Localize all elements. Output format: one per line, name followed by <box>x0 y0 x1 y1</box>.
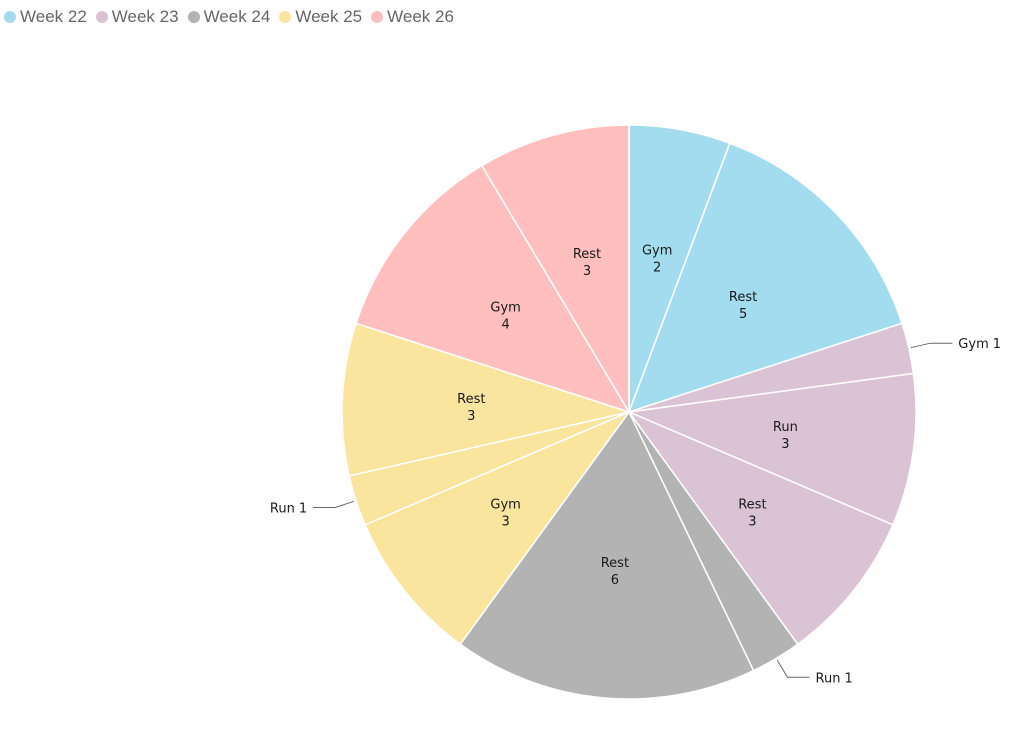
slice-value-label: 5 <box>739 307 747 322</box>
slice-label-week-26-rest: Rest 3 <box>573 247 601 279</box>
slice-label-week-24-run: Run 1 <box>776 659 853 686</box>
slice-value-label: 3 <box>501 514 509 529</box>
leader-line <box>910 342 953 349</box>
legend-label: Week 24 <box>203 7 271 26</box>
slice-category-label: Gym <box>490 301 520 316</box>
chart-legend: Week 22 Week 23 Week 24 Week 25 Week 26 <box>4 6 454 28</box>
legend-item-week-25[interactable]: Week 25 <box>279 7 362 27</box>
slice-value-label: 6 <box>611 573 619 588</box>
slice-category-label: Rest <box>573 247 601 262</box>
pie-slice-week-23-rest[interactable] <box>626 410 894 646</box>
legend-item-week-24[interactable]: Week 24 <box>187 7 271 27</box>
slice-value-label: 3 <box>781 437 789 452</box>
legend-marker <box>4 11 16 23</box>
slice-category-label: Run <box>773 420 798 435</box>
legend-marker <box>95 11 108 23</box>
slice-label-week-24-rest: Rest 6 <box>601 556 629 588</box>
legend-marker <box>371 11 384 23</box>
slice-label-week-22-rest: Rest 5 <box>729 290 757 322</box>
slice-category-label: Gym <box>958 337 988 352</box>
slice-value-label: 1 <box>993 337 1001 352</box>
slice-category-label: Gym <box>490 497 520 512</box>
leader-line <box>313 500 355 508</box>
legend-item-week-26[interactable]: Week 26 <box>371 7 454 27</box>
legend-label: Week 22 <box>20 7 87 26</box>
pie-slice-week-24-rest[interactable] <box>459 410 755 700</box>
slice-category-label: Rest <box>601 556 629 571</box>
slice-value-label: 1 <box>299 502 307 517</box>
legend-label: Week 25 <box>295 7 363 26</box>
slice-category-label: Rest <box>729 290 757 305</box>
pie-slice-week-25-gym[interactable] <box>364 410 632 646</box>
slice-label-week-26-gym: Gym 4 <box>490 301 520 333</box>
pie-slice-week-23-run[interactable] <box>626 372 917 526</box>
slice-category-label: Rest <box>457 392 485 407</box>
slice-value-label: 3 <box>748 514 756 529</box>
legend-label: Week 26 <box>387 7 454 26</box>
pie-slice-week-26-rest[interactable] <box>480 124 630 415</box>
slice-label-week-23-rest: Rest 3 <box>738 497 766 529</box>
slice-value-label: 1 <box>844 671 852 686</box>
legend-item-week-23[interactable]: Week 23 <box>95 7 179 27</box>
legend-item-week-22[interactable]: Week 22 <box>4 7 87 27</box>
slice-label-week-23-run: Run 3 <box>773 420 798 452</box>
pie-slice-week-26-gym[interactable] <box>355 164 631 414</box>
slice-label-week-25-rest: Rest 3 <box>457 392 485 424</box>
legend-marker <box>187 11 200 23</box>
slice-value-label: 4 <box>501 318 509 333</box>
slice-category-label: Run <box>816 671 841 686</box>
slice-label-week-25-run: Run 1 <box>270 500 355 517</box>
leader-line <box>776 659 810 678</box>
slice-label-week-23-gym: Gym 1 <box>910 337 1001 352</box>
slice-category-label: Rest <box>738 497 766 512</box>
slice-value-label: 3 <box>583 264 591 279</box>
slice-category-label: Run <box>270 502 295 517</box>
slice-label-week-25-gym: Gym 3 <box>490 497 520 529</box>
legend-marker <box>279 11 292 23</box>
slice-value-label: 2 <box>653 261 661 276</box>
slice-label-week-22-gym: Gym 2 <box>642 244 672 276</box>
legend-label: Week 23 <box>111 7 179 26</box>
slice-value-label: 3 <box>467 409 475 424</box>
slice-category-label: Gym <box>642 244 672 259</box>
pie-slice-week-25-rest[interactable] <box>341 322 632 477</box>
